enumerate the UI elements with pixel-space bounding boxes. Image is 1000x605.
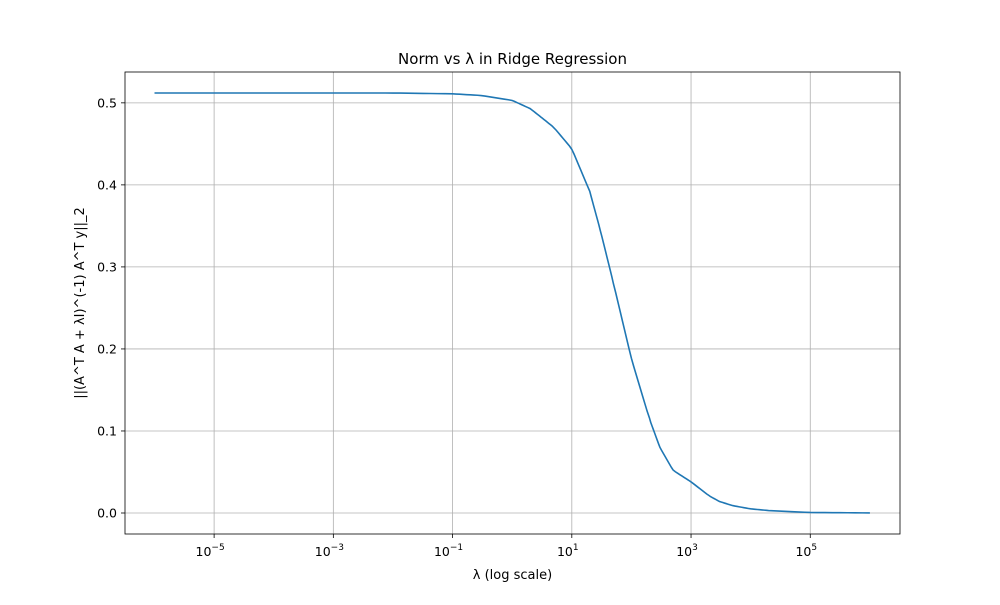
x-tick-label-exponent: −1 [450, 543, 463, 553]
y-tick-label: 0.0 [97, 506, 117, 521]
y-tick-label: 0.2 [97, 341, 117, 356]
x-tick-label: 10−1 [434, 543, 463, 559]
y-tick-label: 0.4 [97, 177, 117, 192]
chart-title: Norm vs λ in Ridge Regression [398, 50, 627, 68]
axes-frame [124, 71, 901, 535]
x-tick-label-base: 10 [196, 544, 212, 559]
grid-layer [125, 72, 900, 534]
x-tick-label-base: 10 [434, 544, 450, 559]
x-tick-label: 101 [557, 543, 579, 559]
y-axis-label: ||(A^T A + λI)^(-1) A^T y||_2 [73, 207, 88, 399]
x-tick-label-exponent: −5 [211, 543, 224, 553]
x-tick-label-exponent: −3 [331, 543, 344, 553]
x-tick-label-base: 10 [676, 544, 692, 559]
y-tick-label: 0.3 [97, 259, 117, 274]
x-tick-label: 105 [795, 543, 817, 559]
x-tick-label: 103 [676, 543, 698, 559]
series-line [154, 92, 870, 514]
x-axis-label: λ (log scale) [473, 568, 552, 583]
x-tick-label-exponent: 5 [811, 543, 817, 553]
x-tick-label-base: 10 [557, 544, 573, 559]
y-tick-label: 0.1 [97, 423, 117, 438]
x-tick-label: 10−3 [315, 543, 344, 559]
line-layer [154, 92, 870, 514]
x-tick-label-exponent: 3 [692, 543, 698, 553]
x-tick-label-base: 10 [315, 544, 331, 559]
x-tick-label: 10−5 [196, 543, 225, 559]
x-tick-label-exponent: 1 [573, 543, 579, 553]
x-tick-label-base: 10 [795, 544, 811, 559]
y-tick-label: 0.5 [97, 95, 117, 110]
